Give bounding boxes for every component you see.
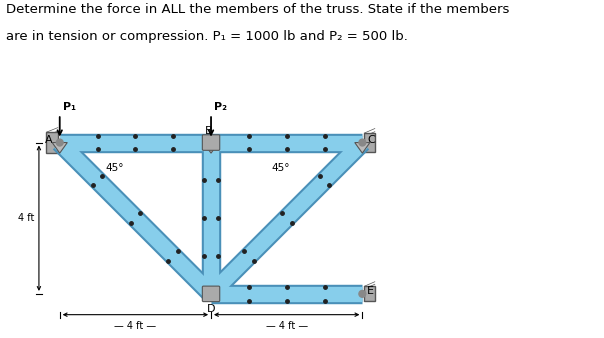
Polygon shape	[355, 143, 370, 153]
Polygon shape	[204, 143, 219, 153]
Text: A: A	[45, 135, 53, 145]
Polygon shape	[52, 143, 67, 153]
Bar	[47, 132, 58, 153]
Text: D: D	[207, 305, 215, 314]
FancyBboxPatch shape	[202, 286, 220, 301]
Text: P₁: P₁	[63, 101, 76, 112]
Text: C: C	[367, 135, 374, 145]
Text: Determine the force in ALL the members of the truss. State if the members: Determine the force in ALL the members o…	[6, 3, 509, 16]
Text: — 4 ft —: — 4 ft —	[266, 321, 308, 332]
Bar	[364, 286, 375, 301]
Text: — 4 ft —: — 4 ft —	[114, 321, 156, 332]
Circle shape	[359, 290, 366, 297]
Circle shape	[56, 139, 63, 146]
Text: B: B	[205, 126, 213, 136]
FancyBboxPatch shape	[202, 135, 220, 150]
Text: 45°: 45°	[105, 163, 124, 173]
Text: 45°: 45°	[272, 163, 291, 173]
Text: 4 ft: 4 ft	[18, 213, 34, 223]
Text: are in tension or compression. P₁ = 1000 lb and P₂ = 500 lb.: are in tension or compression. P₁ = 1000…	[6, 30, 408, 43]
Text: E: E	[367, 286, 374, 296]
Text: P₂: P₂	[214, 101, 227, 112]
Circle shape	[359, 139, 366, 146]
Bar	[364, 133, 375, 152]
